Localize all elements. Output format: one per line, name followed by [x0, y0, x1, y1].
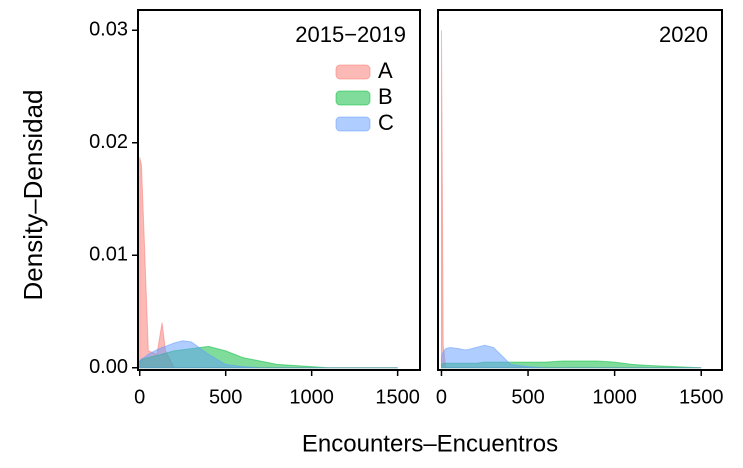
x-tick-label: 1500	[679, 386, 724, 408]
x-tick-label: 500	[209, 386, 242, 408]
x-tick-label: 1000	[592, 386, 637, 408]
y-tick-label: 0.00	[89, 356, 128, 378]
x-tick-label: 1000	[289, 386, 334, 408]
x-axis-label: Encounters–Encuentros	[302, 430, 558, 457]
legend-swatch	[335, 64, 371, 80]
y-tick-label: 0.03	[89, 19, 128, 41]
legend-label: A	[378, 58, 393, 83]
legend-label: B	[378, 84, 393, 109]
density-area	[440, 344, 702, 369]
legend-swatch	[335, 90, 371, 106]
legend-swatch	[335, 116, 371, 132]
x-tick-label: 500	[511, 386, 544, 408]
density-area	[440, 30, 702, 369]
x-tick-label: 0	[436, 386, 447, 408]
density-area	[139, 157, 398, 369]
y-tick-label: 0.01	[89, 244, 128, 266]
y-tick-label: 0.02	[89, 131, 128, 153]
x-tick-label: 0	[134, 386, 145, 408]
x-tick-label: 1500	[375, 386, 420, 408]
panel-title: 2020	[659, 22, 708, 47]
density-area	[139, 340, 398, 369]
y-axis-label: Density–Densidad	[18, 89, 48, 300]
panel-border	[137, 9, 421, 371]
panel-title: 2015−2019	[295, 22, 406, 47]
legend-label: C	[378, 110, 394, 135]
panel-border	[437, 9, 723, 371]
